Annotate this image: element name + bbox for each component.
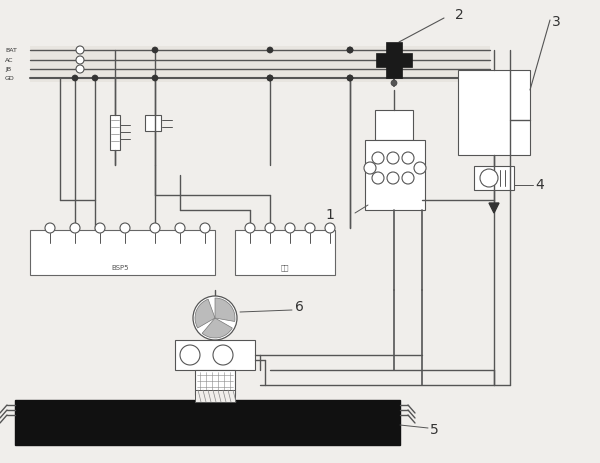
Bar — [195, 370, 235, 395]
Circle shape — [120, 223, 130, 233]
Bar — [175, 340, 255, 370]
Circle shape — [267, 75, 273, 81]
Circle shape — [72, 75, 78, 81]
Bar — [145, 115, 161, 131]
Circle shape — [175, 223, 185, 233]
Text: 1: 1 — [325, 208, 334, 222]
Circle shape — [95, 223, 105, 233]
Circle shape — [267, 47, 273, 53]
Text: 6: 6 — [295, 300, 304, 314]
Circle shape — [347, 47, 353, 53]
Circle shape — [45, 223, 55, 233]
Bar — [376, 53, 412, 67]
Polygon shape — [489, 203, 499, 213]
Circle shape — [364, 162, 376, 174]
Circle shape — [180, 345, 200, 365]
Circle shape — [76, 56, 84, 64]
Circle shape — [152, 75, 158, 81]
Wedge shape — [215, 298, 235, 321]
Circle shape — [70, 223, 80, 233]
Circle shape — [76, 65, 84, 73]
Circle shape — [92, 75, 98, 81]
Text: GD: GD — [5, 75, 15, 81]
Circle shape — [152, 47, 158, 53]
Circle shape — [402, 172, 414, 184]
Bar — [474, 166, 514, 190]
Circle shape — [414, 162, 426, 174]
Text: JB: JB — [5, 67, 11, 71]
Bar — [365, 140, 425, 210]
Circle shape — [285, 223, 295, 233]
Circle shape — [347, 75, 353, 81]
Circle shape — [387, 152, 399, 164]
Bar — [386, 42, 402, 78]
Text: 继电: 继电 — [281, 265, 289, 271]
Text: BAT: BAT — [5, 48, 17, 52]
Bar — [110, 115, 120, 150]
Circle shape — [265, 223, 275, 233]
Circle shape — [402, 152, 414, 164]
Circle shape — [480, 169, 498, 187]
Circle shape — [347, 47, 353, 53]
Circle shape — [76, 46, 84, 54]
Circle shape — [372, 152, 384, 164]
Bar — [30, 230, 215, 275]
Wedge shape — [195, 299, 215, 328]
Text: 3: 3 — [552, 15, 561, 29]
Circle shape — [391, 80, 397, 86]
Circle shape — [267, 75, 273, 81]
Circle shape — [193, 296, 237, 340]
Text: 4: 4 — [535, 178, 544, 192]
Wedge shape — [202, 318, 232, 338]
Text: 2: 2 — [455, 8, 464, 22]
Bar — [375, 110, 413, 140]
Circle shape — [305, 223, 315, 233]
Circle shape — [372, 172, 384, 184]
Bar — [15, 400, 400, 445]
Circle shape — [347, 75, 353, 81]
Circle shape — [150, 223, 160, 233]
Bar — [235, 230, 335, 275]
Circle shape — [325, 223, 335, 233]
Circle shape — [200, 223, 210, 233]
Text: 5: 5 — [430, 423, 439, 437]
Bar — [458, 70, 530, 155]
Text: BSP5: BSP5 — [111, 265, 129, 271]
Circle shape — [245, 223, 255, 233]
Circle shape — [387, 172, 399, 184]
Text: AC: AC — [5, 57, 14, 63]
Circle shape — [213, 345, 233, 365]
Bar — [195, 390, 235, 402]
Bar — [30, 46, 490, 82]
